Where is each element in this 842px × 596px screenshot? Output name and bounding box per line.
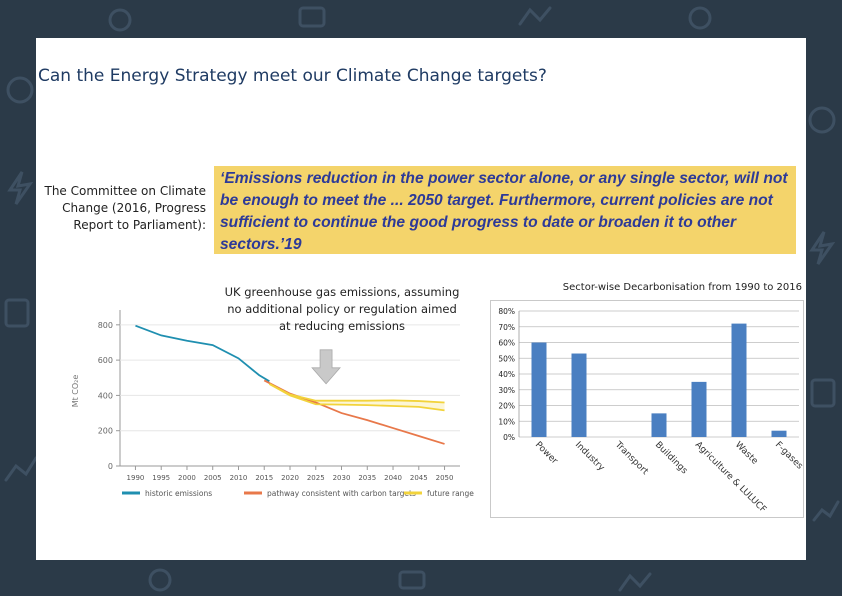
x-tick-label: 2010 <box>230 474 248 482</box>
y-tick-label: 200 <box>98 427 113 436</box>
y-tick-label: 70% <box>498 323 515 332</box>
gear-icon <box>808 106 836 134</box>
sector-bar-chart: 0% 10% 20% 30% 40% 50% 60% 70% 80% Power Industry T… <box>498 307 804 515</box>
slide: Can the Energy Strategy meet our Climate… <box>36 38 806 560</box>
slide-title: Can the Energy Strategy meet our Climate… <box>38 66 547 86</box>
y-tick-label: 10% <box>498 417 515 426</box>
x-tick-label: 1995 <box>152 474 170 482</box>
x-tick-label: 2035 <box>358 474 376 482</box>
x-category-label: Industry <box>573 440 607 474</box>
series-line-1 <box>263 379 445 445</box>
x-category-label: F-gases <box>773 440 803 472</box>
battery-icon <box>298 6 326 28</box>
y-tick-label: 0 <box>108 462 113 471</box>
lightbulb-icon <box>108 8 132 32</box>
y-tick-label: 50% <box>498 354 515 363</box>
x-tick-label: 2005 <box>204 474 222 482</box>
x-tick-label: 2030 <box>333 474 351 482</box>
x-tick-label: 1990 <box>127 474 145 482</box>
series-line-2 <box>268 383 445 404</box>
quote-box: ‘Emissions reduction in the power sector… <box>214 166 796 254</box>
bar-chart-frame: 0% 10% 20% 30% 40% 50% 60% 70% 80% Power Industry T… <box>490 300 805 518</box>
bar-power <box>531 342 547 437</box>
x-tick-label: 2000 <box>178 474 196 482</box>
future-range-band <box>269 383 445 411</box>
gear-icon <box>688 6 712 30</box>
y-tick-label: 600 <box>98 356 113 365</box>
series-line-0 <box>135 324 270 383</box>
y-tick-label: 20% <box>498 402 515 411</box>
x-tick-label: 2045 <box>410 474 428 482</box>
bar-agriculture-lulucf <box>691 381 707 437</box>
line-chart-title: UK greenhouse gas emissions, assuming no… <box>224 285 460 333</box>
plug-icon <box>4 298 30 328</box>
x-tick-label: 2050 <box>436 474 454 482</box>
bar-industry <box>571 353 587 437</box>
y-tick-label: 40% <box>498 370 515 379</box>
legend-label: future range <box>427 489 474 498</box>
lightning-icon <box>809 231 836 265</box>
chart-line-icon <box>618 572 652 592</box>
emissions-line-chart: 0 200 400 600 800 1990 1995 2000 2005 2010 2015 202… <box>71 310 474 498</box>
x-category-label: Agriculture & LULUCF <box>693 440 768 515</box>
legend-label: pathway consistent with carbon targets <box>267 489 416 498</box>
lightning-icon <box>7 171 34 205</box>
source-label: The Committee on Climate Change (2016, P… <box>44 184 207 232</box>
y-axis-label: Mt CO₂e <box>71 375 80 408</box>
battery-icon <box>810 378 836 408</box>
chart-line-icon <box>518 6 552 26</box>
y-tick-label: 80% <box>498 307 515 316</box>
x-category-label: Power <box>533 440 560 467</box>
series-line-3 <box>268 383 445 412</box>
bar-chart-title: Sector-wise Decarbonisation from 1990 to… <box>562 282 802 293</box>
lightbulb-icon <box>6 76 34 104</box>
x-category-label: Buildings <box>653 440 689 476</box>
y-tick-label: 400 <box>98 391 113 400</box>
chart-line-icon <box>4 456 38 482</box>
y-tick-label: 60% <box>498 339 515 348</box>
y-tick-label: 30% <box>498 386 515 395</box>
x-category-label: Waste <box>733 440 760 467</box>
x-tick-label: 2020 <box>281 474 299 482</box>
bar-f-gases <box>771 430 787 437</box>
x-tick-label: 2015 <box>255 474 273 482</box>
y-tick-label: 800 <box>98 321 113 330</box>
legend-label: historic emissions <box>145 489 212 498</box>
annotation-arrow-icon <box>311 349 341 385</box>
x-tick-label: 2040 <box>384 474 402 482</box>
chart-line-icon <box>812 500 840 522</box>
bar-waste <box>731 323 747 437</box>
battery-icon <box>398 570 426 590</box>
x-tick-label: 2025 <box>307 474 325 482</box>
x-category-label: Transport <box>612 439 650 477</box>
y-tick-label: 0% <box>503 433 515 442</box>
bar-buildings <box>651 413 667 437</box>
lightbulb-icon <box>148 568 172 592</box>
